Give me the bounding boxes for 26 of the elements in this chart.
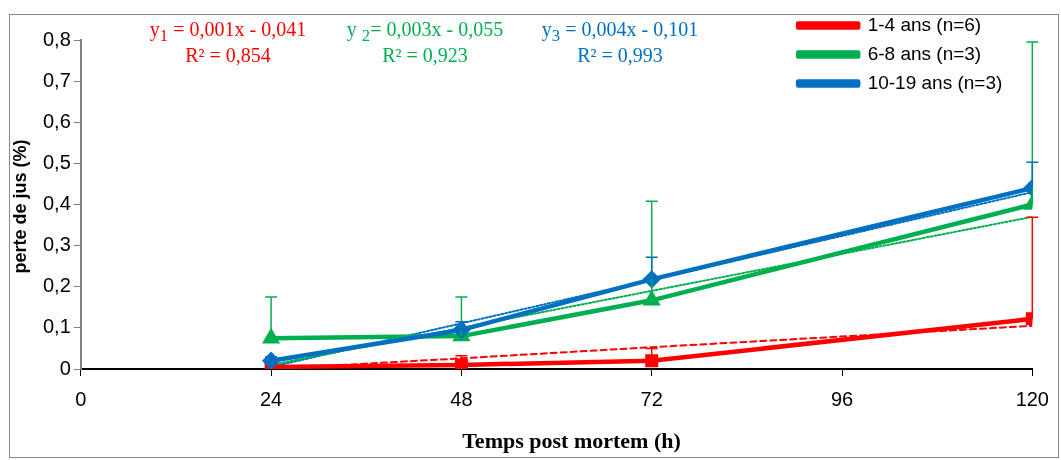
y-tick-label: 0,4	[42, 192, 71, 215]
legend-label: 10-19 ans (n=3)	[867, 71, 1003, 93]
x-tick-label: 96	[830, 387, 854, 410]
y-tick-label: 0,6	[42, 109, 71, 132]
y-tick-label: 0	[59, 356, 71, 379]
x-tick-label: 120	[1015, 387, 1049, 410]
y-tick-label: 0,1	[42, 315, 71, 338]
x-tick-label: 72	[640, 387, 663, 410]
annotation: R² = 0,923	[382, 44, 468, 66]
x-axis-title: Temps post mortem (h)	[461, 428, 682, 454]
legend-label: 6-8 ans (n=3)	[867, 42, 982, 64]
y-tick-label: 0,7	[42, 68, 71, 91]
y-tick-label: 0,5	[42, 150, 71, 173]
annotation: y $_{2}$= 0,003x - 0,055	[346, 18, 504, 45]
x-tick-label: 24	[259, 387, 283, 410]
legend-label: 1-4 ans (n=6)	[867, 13, 982, 35]
annotation: y$_{3}$ = 0,004x - 0,101	[541, 18, 699, 45]
y-tick-label: 0,3	[42, 233, 71, 256]
y-tick-label: 0,8	[42, 27, 71, 50]
y-axis-title: perte de jus (%)	[9, 138, 31, 276]
y-tick-label: 0,2	[42, 274, 71, 297]
x-tick-label: 48	[450, 387, 473, 410]
annotation: R² = 0,854	[185, 44, 271, 66]
x-tick-label: 0	[75, 387, 87, 410]
annotation: y$_{1}$ = 0,001x - 0,041	[149, 18, 307, 45]
annotation: R² = 0,993	[577, 44, 663, 66]
